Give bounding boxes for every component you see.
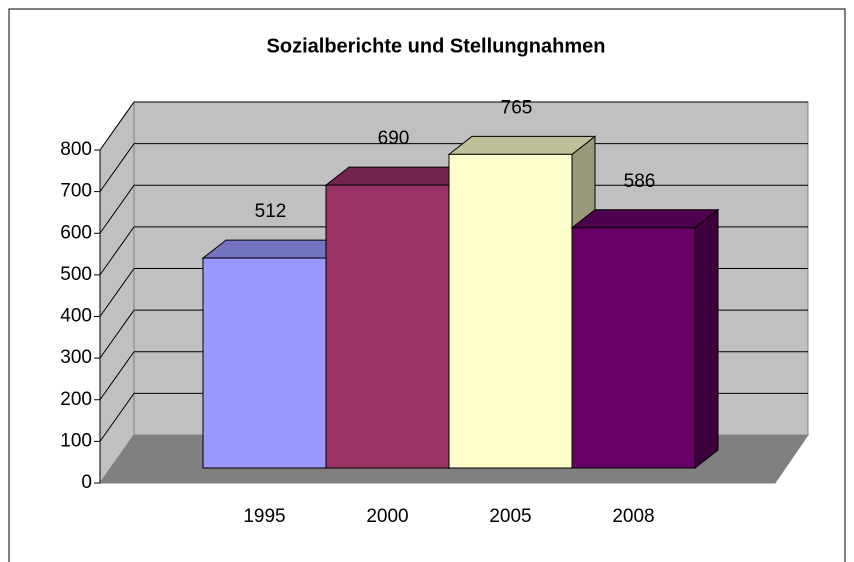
grid-line <box>99 101 135 151</box>
x-tick-label: 2000 <box>366 506 408 527</box>
bar <box>202 257 327 469</box>
grid-line <box>99 143 135 192</box>
y-tick-label: 400 <box>60 306 92 327</box>
bar <box>571 227 696 469</box>
bar-top <box>447 135 597 155</box>
grid-line <box>99 184 135 234</box>
grid-line <box>99 268 135 317</box>
data-label: 690 <box>378 128 410 149</box>
grid-line <box>99 393 135 442</box>
bar <box>325 184 450 469</box>
y-tick-label: 200 <box>60 389 92 410</box>
grid-line <box>99 309 135 359</box>
bar <box>448 153 573 469</box>
data-label: 586 <box>624 171 656 192</box>
y-tick-label: 500 <box>60 264 92 285</box>
bar-side <box>694 208 719 470</box>
y-tick-label: 600 <box>60 222 92 243</box>
data-label: 512 <box>255 201 287 222</box>
bar-top <box>570 209 720 229</box>
x-tick-label: 2005 <box>489 506 531 527</box>
x-tick-label: 1995 <box>243 506 285 527</box>
y-tick-label: 800 <box>60 139 92 160</box>
chart-frame <box>8 8 846 562</box>
y-tick-label: 0 <box>81 472 92 493</box>
y-tick-label: 700 <box>60 181 92 202</box>
x-tick-label: 2008 <box>612 506 654 527</box>
chart-title: Sozialberichte und Stellungnahmen <box>267 35 606 57</box>
y-tick-label: 100 <box>60 430 92 451</box>
grid-line <box>99 351 135 401</box>
data-label: 765 <box>501 97 533 118</box>
y-tick-label: 300 <box>60 347 92 368</box>
grid-line <box>99 226 135 276</box>
